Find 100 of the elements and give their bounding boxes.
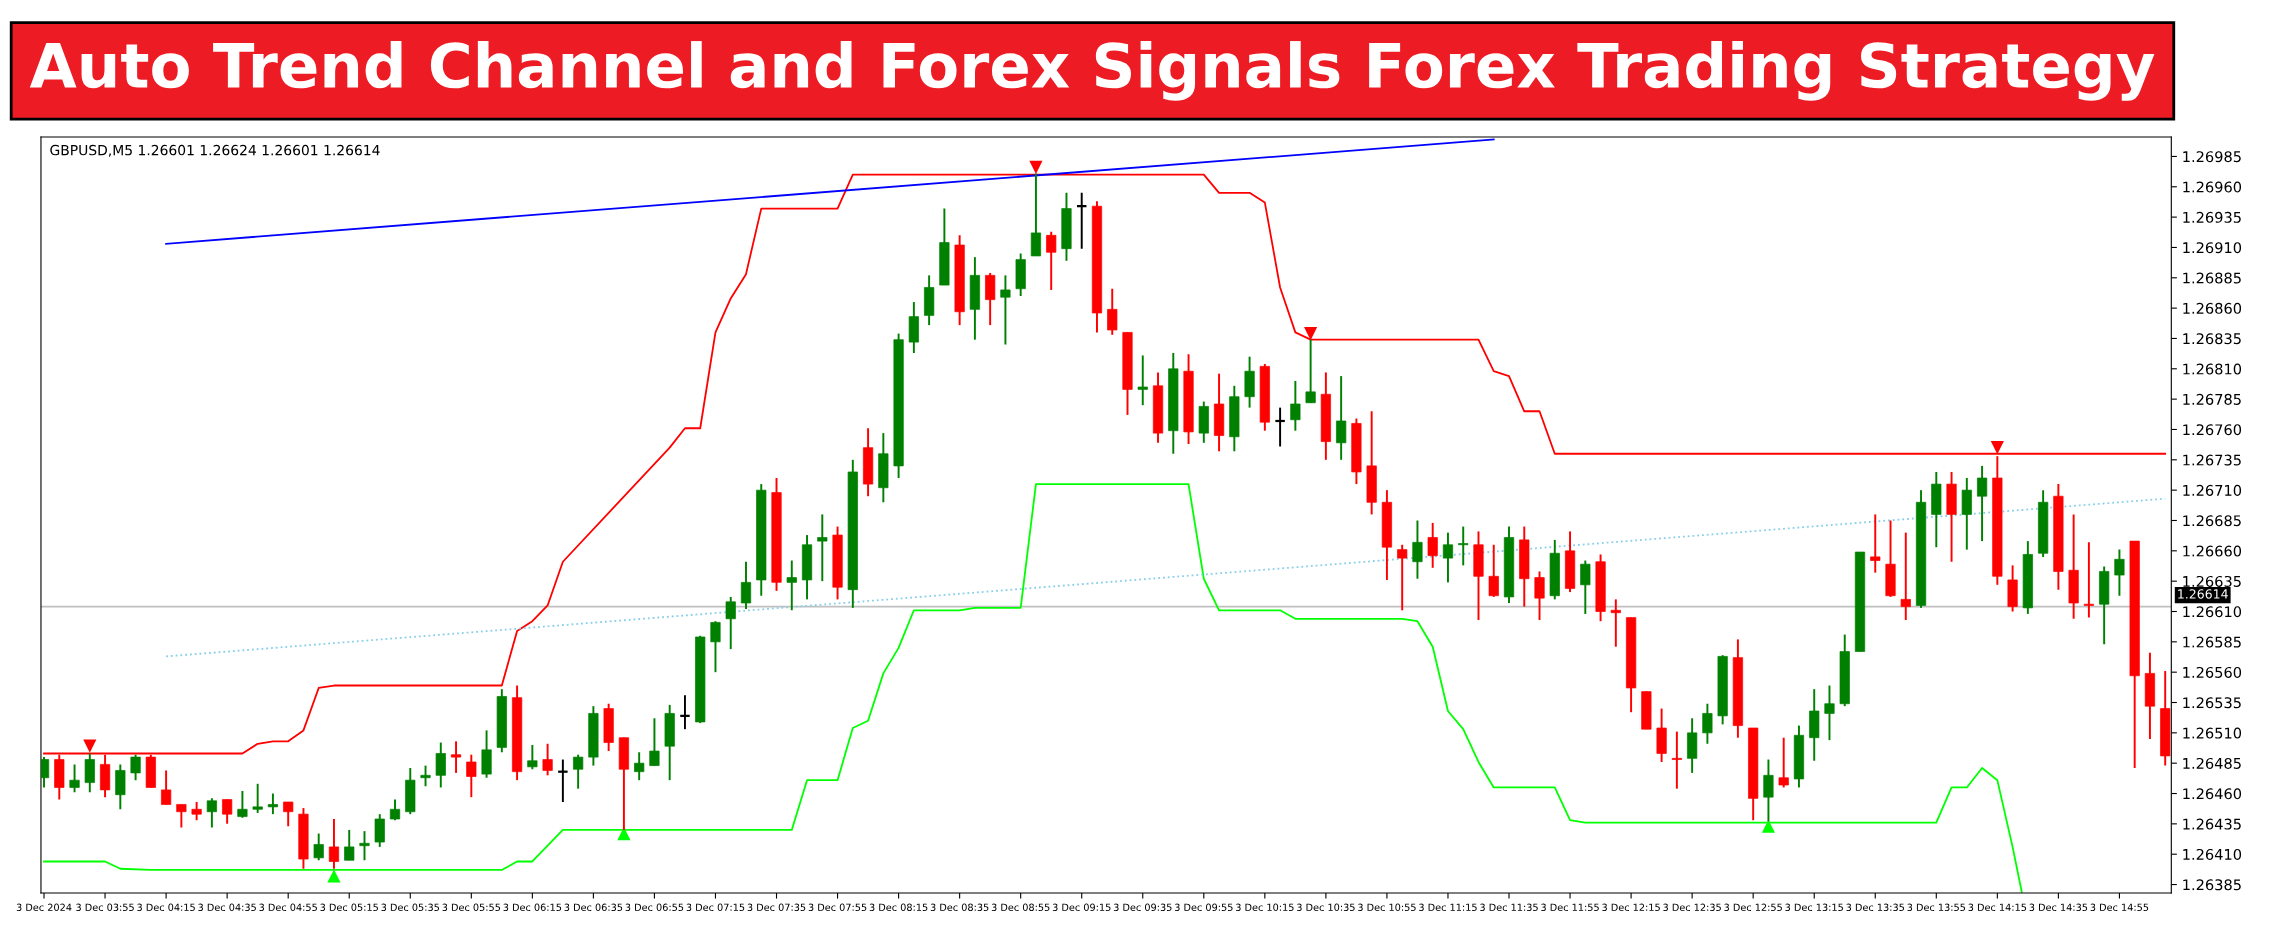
candlestick bbox=[252, 782, 263, 814]
y-tick-label: 1.26760 bbox=[2183, 424, 2242, 436]
candlestick bbox=[1824, 684, 1835, 742]
candlestick bbox=[1290, 379, 1301, 432]
candlestick bbox=[2083, 541, 2094, 619]
candlestick bbox=[1488, 543, 1499, 598]
x-tick-label: 3 Dec 10:55 bbox=[1358, 903, 1416, 911]
y-tick-label: 1.26810 bbox=[2183, 363, 2242, 375]
x-tick-label: 3 Dec 12:35 bbox=[1663, 903, 1721, 911]
y-tick-label: 1.26410 bbox=[2183, 848, 2242, 860]
candlestick bbox=[634, 751, 645, 782]
candlestick bbox=[649, 717, 660, 767]
candlestick bbox=[1900, 531, 1911, 621]
x-tick-label: 3 Dec 13:15 bbox=[1785, 903, 1843, 911]
candlestick bbox=[69, 763, 80, 794]
candlestick bbox=[206, 797, 217, 829]
ref-line-label: 1.26614 bbox=[2178, 589, 2228, 599]
y-tick-label: 1.26485 bbox=[2183, 757, 2241, 769]
point bbox=[1761, 819, 1776, 833]
x-tick-label: 3 Dec 05:35 bbox=[381, 903, 440, 911]
candlestick bbox=[542, 742, 553, 777]
candlestick bbox=[176, 803, 187, 829]
candlestick bbox=[573, 753, 584, 790]
candlestick bbox=[1671, 730, 1682, 790]
line-series bbox=[43, 483, 2023, 893]
x-tick-label: 3 Dec 09:55 bbox=[1174, 903, 1233, 911]
y-tick-label: 1.26460 bbox=[2183, 788, 2242, 800]
annotation: GBPUSD,M5 1.26601 1.26624 1.26601 1.26614 bbox=[50, 144, 380, 157]
x-tick-label: 3 Dec 11:35 bbox=[1480, 903, 1538, 911]
point bbox=[83, 739, 97, 753]
candlestick bbox=[1534, 570, 1545, 621]
candlestick bbox=[1336, 375, 1347, 461]
x-tick-label: 3 Dec 07:35 bbox=[747, 903, 806, 911]
candlestick bbox=[786, 559, 797, 612]
y-tick-label: 1.26985 bbox=[2183, 151, 2241, 163]
candlestick bbox=[1000, 274, 1011, 346]
candlestick bbox=[557, 758, 569, 803]
x-tick-label: 3 Dec 06:55 bbox=[625, 903, 684, 911]
x-tick-label: 3 Dec 09:15 bbox=[1052, 903, 1111, 911]
y-tick-label: 1.26435 bbox=[2183, 818, 2241, 830]
x-tick-label: 3 Dec 14:35 bbox=[2029, 903, 2088, 911]
x-tick-label: 3 Dec 11:55 bbox=[1541, 903, 1599, 911]
candlestick bbox=[450, 740, 462, 774]
x-tick-label: 3 Dec 05:15 bbox=[320, 903, 378, 911]
y-tick-label: 1.26885 bbox=[2183, 272, 2241, 284]
candlestick bbox=[130, 753, 141, 782]
candlestick bbox=[466, 753, 477, 799]
candlestick bbox=[1977, 464, 1988, 543]
y-tick-label: 1.26535 bbox=[2183, 697, 2241, 709]
candlestick bbox=[725, 595, 736, 651]
candlestick bbox=[1778, 736, 1789, 789]
candlestick bbox=[679, 694, 691, 731]
x-tick-label: 3 Dec 07:55 bbox=[808, 903, 867, 911]
x-tick-label: 3 Dec 12:15 bbox=[1602, 903, 1660, 911]
y-tick-label: 1.26835 bbox=[2183, 333, 2241, 345]
candlestick bbox=[344, 828, 355, 862]
candlestick bbox=[40, 756, 50, 789]
y-tick-label: 1.26510 bbox=[2183, 727, 2242, 739]
candlestick bbox=[1702, 702, 1713, 745]
candlestick bbox=[1610, 598, 1621, 648]
candlestick bbox=[191, 801, 202, 822]
candlestick bbox=[817, 513, 828, 583]
x-tick-label: 3 Dec 08:35 bbox=[930, 903, 989, 911]
x-tick-label: 3 Dec 10:35 bbox=[1297, 903, 1355, 911]
candlestick bbox=[1870, 513, 1881, 574]
x-tick-label: 3 Dec 05:55 bbox=[442, 903, 501, 911]
y-tick-label: 1.26560 bbox=[2183, 666, 2242, 678]
y-tick-label: 1.26910 bbox=[2183, 242, 2242, 254]
x-tick-label: 3 Dec 06:35 bbox=[564, 903, 623, 911]
candlestick bbox=[1107, 287, 1118, 336]
y-tick-label: 1.26935 bbox=[2183, 211, 2241, 223]
candlestick bbox=[1046, 230, 1057, 291]
x-tick-label: 3 Dec 08:15 bbox=[869, 903, 928, 911]
candlestick bbox=[435, 741, 446, 789]
candlestick bbox=[1427, 521, 1438, 569]
candlestick bbox=[2114, 548, 2125, 597]
chart-title: Auto Trend Channel and Forex Signals Forex Trading Strategy bbox=[29, 41, 2155, 101]
candlestick bbox=[237, 790, 248, 819]
y-tick-label: 1.26660 bbox=[2183, 545, 2242, 557]
candlestick bbox=[1412, 519, 1423, 580]
point bbox=[327, 869, 341, 883]
candlestick bbox=[313, 832, 324, 862]
candlestick bbox=[359, 830, 370, 862]
y-tick-label: 1.26785 bbox=[2183, 393, 2241, 405]
candlestick bbox=[1442, 531, 1454, 584]
candlestick bbox=[84, 752, 95, 794]
candlestick bbox=[374, 813, 385, 848]
candlestick bbox=[1137, 354, 1148, 407]
x-tick-label: 3 Dec 14:15 bbox=[1968, 903, 2027, 911]
x-tick-label: 3 Dec 09:35 bbox=[1113, 903, 1172, 911]
candlestick bbox=[161, 769, 172, 806]
x-tick-label: 3 Dec 13:55 bbox=[1907, 903, 1966, 911]
x-tick-label: 3 Dec 04:55 bbox=[259, 903, 317, 911]
x-tick-label: 3 Dec 13:35 bbox=[1846, 903, 1904, 911]
candlestick bbox=[420, 764, 431, 788]
x-tick-label: 3 Dec 03:55 bbox=[76, 903, 134, 911]
x-tick-label: 3 Dec 07:15 bbox=[686, 903, 745, 911]
y-tick-label: 1.26585 bbox=[2183, 636, 2241, 648]
x-tick-label: 3 Dec 14:55 bbox=[2090, 903, 2149, 911]
candlestick bbox=[267, 792, 279, 816]
